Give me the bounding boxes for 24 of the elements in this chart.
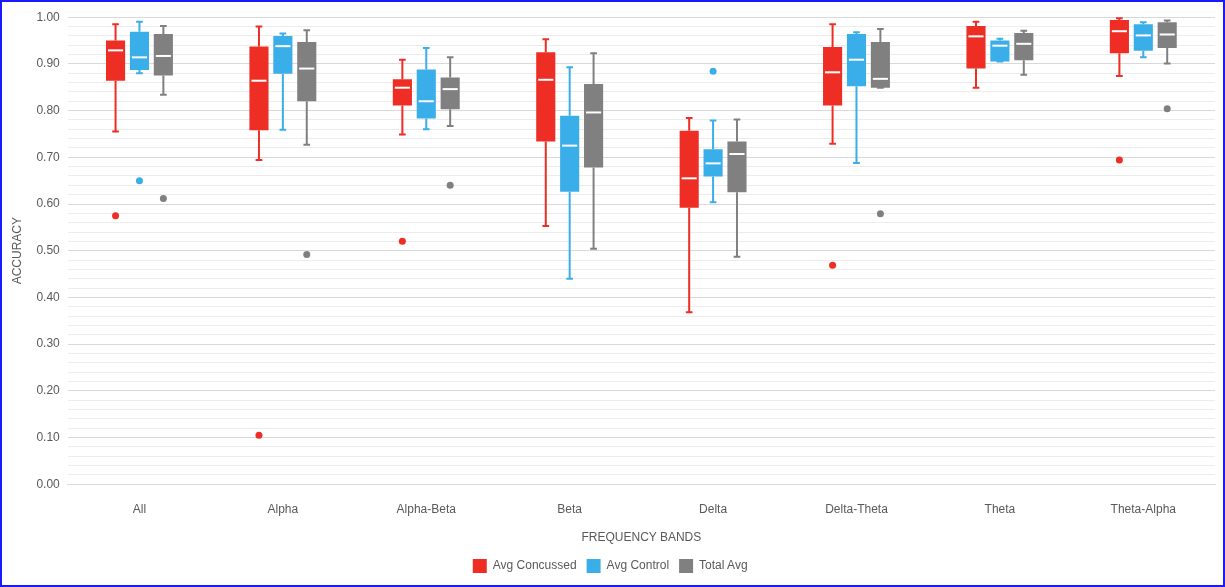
x-tick-label: Delta-Theta bbox=[825, 501, 889, 516]
legend-label: Avg Control bbox=[606, 558, 670, 573]
x-tick-label: Alpha bbox=[267, 501, 299, 516]
y-tick-label: 0.30 bbox=[36, 336, 61, 351]
x-tick-label: Theta-Alpha bbox=[1110, 501, 1177, 516]
y-tick-label: 0.80 bbox=[36, 102, 61, 117]
x-tick-label: Alpha-Beta bbox=[396, 501, 457, 516]
x-tick-label: Delta bbox=[699, 501, 728, 516]
y-axis-title: ACCURACY bbox=[9, 217, 24, 285]
y-tick-label: 0.40 bbox=[36, 289, 61, 304]
y-tick-label: 0.90 bbox=[36, 56, 61, 71]
x-tick-label: Beta bbox=[557, 501, 583, 516]
y-tick-label: 0.50 bbox=[36, 243, 61, 258]
y-tick-label: 0.60 bbox=[36, 196, 61, 211]
y-tick-label: 0.70 bbox=[36, 149, 61, 164]
x-axis-title: FREQUENCY BANDS bbox=[581, 530, 702, 545]
legend-label: Avg Concussed bbox=[492, 558, 577, 573]
y-tick-label: 0.20 bbox=[36, 383, 61, 398]
y-tick-label: 0.00 bbox=[36, 476, 61, 491]
y-tick-label: 0.10 bbox=[36, 429, 61, 444]
legend-label: Total Avg bbox=[699, 558, 748, 573]
x-tick-label: All bbox=[132, 501, 147, 516]
y-tick-label: 1.00 bbox=[36, 9, 61, 24]
x-tick-label: Theta bbox=[984, 501, 1016, 516]
